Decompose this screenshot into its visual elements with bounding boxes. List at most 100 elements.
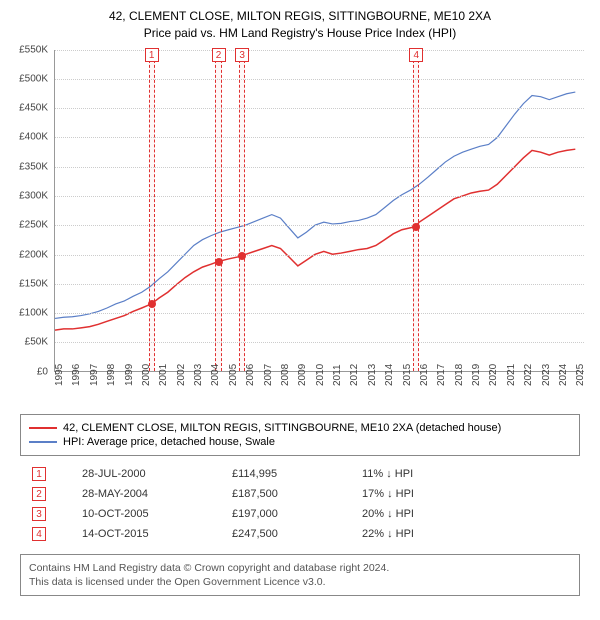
line-series-svg: [55, 50, 584, 371]
x-tick-label: 2008: [280, 363, 291, 385]
gridline: [55, 284, 584, 285]
series-line: [55, 149, 575, 330]
sale-marker-number: 1: [145, 48, 159, 62]
x-tick-label: 1998: [106, 363, 117, 385]
chart-area: £0£50K£100K£150K£200K£250K£300K£350K£400…: [10, 46, 590, 406]
sales-row: 2 28-MAY-2004£187,50017% ↓ HPI: [20, 484, 580, 504]
x-tick-label: 1995: [54, 363, 65, 385]
x-tick-label: 2004: [210, 363, 221, 385]
chart-container: 42, CLEMENT CLOSE, MILTON REGIS, SITTING…: [0, 0, 600, 606]
x-tick-label: 2009: [297, 363, 308, 385]
sales-row: 1 28-JUL-2000£114,99511% ↓ HPI: [20, 464, 580, 484]
x-tick-label: 2025: [575, 363, 586, 385]
x-tick-label: 2018: [454, 363, 465, 385]
gridline: [55, 50, 584, 51]
x-tick-label: 2015: [402, 363, 413, 385]
sales-row-date: 28-JUL-2000: [82, 468, 232, 480]
x-tick-label: 1996: [71, 363, 82, 385]
y-tick-label: £100K: [19, 308, 48, 319]
sale-dot: [238, 252, 246, 260]
y-axis: £0£50K£100K£150K£200K£250K£300K£350K£400…: [10, 46, 50, 376]
chart-title: 42, CLEMENT CLOSE, MILTON REGIS, SITTING…: [10, 8, 590, 42]
sales-row-price: £247,500: [232, 528, 362, 540]
sales-row-price: £197,000: [232, 508, 362, 520]
x-tick-label: 2023: [541, 363, 552, 385]
y-tick-label: £300K: [19, 190, 48, 201]
sale-dot: [215, 258, 223, 266]
x-tick-label: 2016: [419, 363, 430, 385]
gridline: [55, 225, 584, 226]
legend-swatch: [29, 427, 57, 429]
x-tick-label: 2017: [436, 363, 447, 385]
sales-row-price: £187,500: [232, 488, 362, 500]
x-tick-label: 2012: [349, 363, 360, 385]
x-tick-label: 1999: [124, 363, 135, 385]
sales-row-delta: 20% ↓ HPI: [362, 508, 580, 520]
gridline: [55, 313, 584, 314]
y-tick-label: £50K: [25, 337, 48, 348]
sales-row: 4 14-OCT-2015£247,50022% ↓ HPI: [20, 524, 580, 544]
x-tick-label: 2010: [315, 363, 326, 385]
sale-marker-number: 3: [235, 48, 249, 62]
gridline: [55, 108, 584, 109]
y-tick-label: £250K: [19, 220, 48, 231]
x-tick-label: 2021: [506, 363, 517, 385]
x-tick-label: 2007: [263, 363, 274, 385]
sales-row-number: 2: [32, 487, 46, 501]
sales-row-number: 1: [32, 467, 46, 481]
sales-row-number: 3: [32, 507, 46, 521]
legend-swatch: [29, 441, 57, 443]
sales-row-date: 28-MAY-2004: [82, 488, 232, 500]
gridline: [55, 255, 584, 256]
x-tick-label: 2022: [523, 363, 534, 385]
x-tick-label: 2024: [558, 363, 569, 385]
x-tick-label: 2003: [193, 363, 204, 385]
x-tick-label: 2013: [367, 363, 378, 385]
sales-row-date: 14-OCT-2015: [82, 528, 232, 540]
gridline: [55, 79, 584, 80]
legend-label: 42, CLEMENT CLOSE, MILTON REGIS, SITTING…: [63, 422, 501, 434]
footnote-line1: Contains HM Land Registry data © Crown c…: [29, 561, 571, 575]
legend-item: HPI: Average price, detached house, Swal…: [29, 435, 571, 449]
sales-row-date: 10-OCT-2005: [82, 508, 232, 520]
x-tick-label: 2005: [228, 363, 239, 385]
legend-label: HPI: Average price, detached house, Swal…: [63, 436, 275, 448]
gridline: [55, 196, 584, 197]
title-line1: 42, CLEMENT CLOSE, MILTON REGIS, SITTING…: [10, 8, 590, 25]
legend: 42, CLEMENT CLOSE, MILTON REGIS, SITTING…: [20, 414, 580, 456]
x-tick-label: 2019: [471, 363, 482, 385]
y-tick-label: £0: [37, 366, 48, 377]
y-tick-label: £200K: [19, 249, 48, 260]
sales-row: 3 10-OCT-2005£197,00020% ↓ HPI: [20, 504, 580, 524]
sales-row-delta: 22% ↓ HPI: [362, 528, 580, 540]
sales-row-price: £114,995: [232, 468, 362, 480]
x-tick-label: 1997: [89, 363, 100, 385]
y-tick-label: £150K: [19, 278, 48, 289]
plot-area: 1 23 4: [54, 50, 584, 372]
sale-dot: [412, 223, 420, 231]
sales-table: 1 28-JUL-2000£114,99511% ↓ HPI 2 28-MAY-200…: [20, 464, 580, 544]
x-tick-label: 2000: [141, 363, 152, 385]
x-tick-label: 2006: [245, 363, 256, 385]
x-axis: 1995199619971998199920002001200220032004…: [54, 378, 584, 406]
sales-row-delta: 17% ↓ HPI: [362, 488, 580, 500]
gridline: [55, 137, 584, 138]
y-tick-label: £500K: [19, 73, 48, 84]
x-tick-label: 2020: [488, 363, 499, 385]
x-tick-label: 2014: [384, 363, 395, 385]
sale-marker-band: [215, 50, 221, 371]
sale-marker-band: [149, 50, 155, 371]
x-tick-label: 2002: [176, 363, 187, 385]
footnote: Contains HM Land Registry data © Crown c…: [20, 554, 580, 596]
sale-dot: [148, 300, 156, 308]
y-tick-label: £350K: [19, 161, 48, 172]
y-tick-label: £450K: [19, 103, 48, 114]
sales-row-number: 4: [32, 527, 46, 541]
sale-marker-number: 2: [212, 48, 226, 62]
sale-marker-number: 4: [409, 48, 423, 62]
footnote-line2: This data is licensed under the Open Gov…: [29, 575, 571, 589]
x-tick-label: 2001: [158, 363, 169, 385]
sales-row-delta: 11% ↓ HPI: [362, 468, 580, 480]
gridline: [55, 342, 584, 343]
sale-marker-band: [239, 50, 245, 371]
